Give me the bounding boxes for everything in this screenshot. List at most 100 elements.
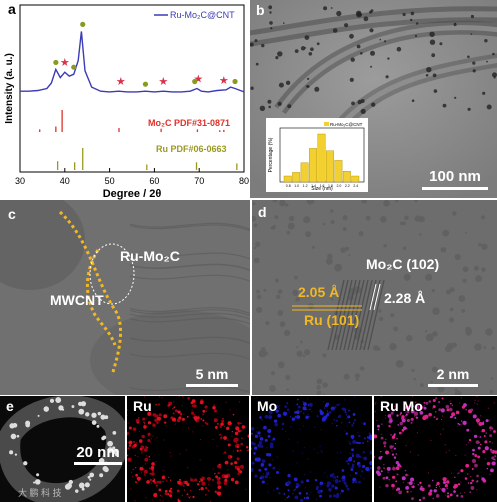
eds-signal xyxy=(132,427,137,431)
eds-signal xyxy=(226,426,230,431)
eds-signal xyxy=(465,408,468,411)
noise-speck xyxy=(405,334,413,342)
eds-signal xyxy=(347,463,350,465)
eds-signal xyxy=(172,407,174,410)
bright-particle xyxy=(58,405,64,411)
eds-noise xyxy=(393,445,395,447)
noise-speck xyxy=(311,292,314,296)
nanoparticle xyxy=(429,31,435,37)
eds-signal xyxy=(173,417,175,419)
nanoparticle xyxy=(332,28,338,33)
noise-speck xyxy=(316,384,321,390)
eds-signal xyxy=(215,475,218,479)
eds-signal xyxy=(407,419,410,422)
eds-signal xyxy=(261,418,263,421)
eds-noise xyxy=(340,452,342,454)
bright-particle xyxy=(89,478,92,481)
noise-speck xyxy=(389,342,397,351)
eds-noise xyxy=(468,429,470,431)
eds-signal xyxy=(380,450,382,453)
eds-signal xyxy=(347,409,351,412)
eds-noise xyxy=(214,407,216,410)
eds-signal xyxy=(363,422,366,426)
eds-signal xyxy=(400,412,403,415)
scalebar-d: 2 nm xyxy=(428,366,478,387)
label-ru-mo2c-c: Ru-Mo₂C xyxy=(120,248,180,264)
nanoparticle xyxy=(416,22,419,25)
eds-signal xyxy=(425,401,429,405)
eds-noise xyxy=(413,483,415,485)
eds-signal xyxy=(246,449,249,452)
eds-signal xyxy=(331,423,333,425)
cnt-wall xyxy=(129,307,250,315)
eds-signal xyxy=(143,473,146,476)
panel-label-d: d xyxy=(258,204,267,220)
eds-signal xyxy=(258,468,262,472)
eds-signal xyxy=(234,461,238,465)
eds-noise xyxy=(212,468,214,470)
eds-signal xyxy=(333,418,336,421)
nanoparticle xyxy=(316,42,320,46)
eds-signal xyxy=(281,422,285,426)
eds-signal xyxy=(138,439,143,443)
map-rumo-image xyxy=(374,396,497,502)
eds-signal xyxy=(158,413,162,417)
eds-signal xyxy=(460,492,462,494)
eds-noise xyxy=(488,419,490,421)
eds-signal xyxy=(154,418,158,422)
eds-signal xyxy=(405,405,410,410)
eds-signal xyxy=(219,425,222,429)
eds-signal xyxy=(211,478,214,481)
eds-signal xyxy=(149,441,151,443)
eds-signal xyxy=(240,437,243,440)
nanoparticle xyxy=(467,107,471,111)
eds-signal xyxy=(472,414,477,419)
cnt-wall xyxy=(129,274,250,282)
eds-noise xyxy=(324,472,326,474)
eds-signal xyxy=(385,450,390,455)
eds-signal xyxy=(374,434,378,439)
eds-signal xyxy=(481,428,486,433)
noise-speck xyxy=(431,333,434,337)
eds-signal xyxy=(282,411,288,416)
eds-signal xyxy=(143,421,145,424)
noise-speck xyxy=(376,346,381,351)
eds-signal xyxy=(186,415,189,418)
eds-signal xyxy=(484,446,489,451)
eds-signal xyxy=(390,434,392,436)
eds-signal xyxy=(143,423,146,425)
eds-signal xyxy=(377,472,381,476)
scalebar-e-line xyxy=(74,462,122,465)
nanoparticle xyxy=(356,44,361,49)
eds-signal xyxy=(410,491,412,493)
nanoparticle xyxy=(410,11,415,16)
eds-noise xyxy=(363,478,365,480)
eds-signal xyxy=(432,398,436,402)
eds-noise xyxy=(187,467,189,469)
eds-signal xyxy=(227,443,231,447)
nanoparticle xyxy=(330,7,333,9)
eds-signal xyxy=(477,446,481,450)
eds-noise xyxy=(445,494,447,496)
eds-noise xyxy=(404,411,406,413)
eds-signal xyxy=(221,419,225,423)
eds-signal xyxy=(300,480,304,484)
eds-signal xyxy=(295,485,299,489)
eds-noise xyxy=(416,432,419,434)
eds-signal xyxy=(406,428,408,430)
cnt-wall xyxy=(129,309,250,317)
nanoparticle xyxy=(294,49,299,53)
noise-speck xyxy=(296,346,299,349)
eds-signal xyxy=(146,455,148,457)
xrd-curve xyxy=(20,31,245,93)
noise-speck xyxy=(379,316,384,322)
eds-noise xyxy=(156,437,158,439)
eds-signal xyxy=(194,478,198,482)
eds-signal xyxy=(151,482,153,484)
x-tick-label: 40 xyxy=(60,176,70,186)
eds-noise xyxy=(493,402,495,404)
eds-noise xyxy=(284,430,287,432)
eds-signal xyxy=(383,441,387,445)
eds-noise xyxy=(494,459,496,461)
eds-signal xyxy=(482,450,486,454)
